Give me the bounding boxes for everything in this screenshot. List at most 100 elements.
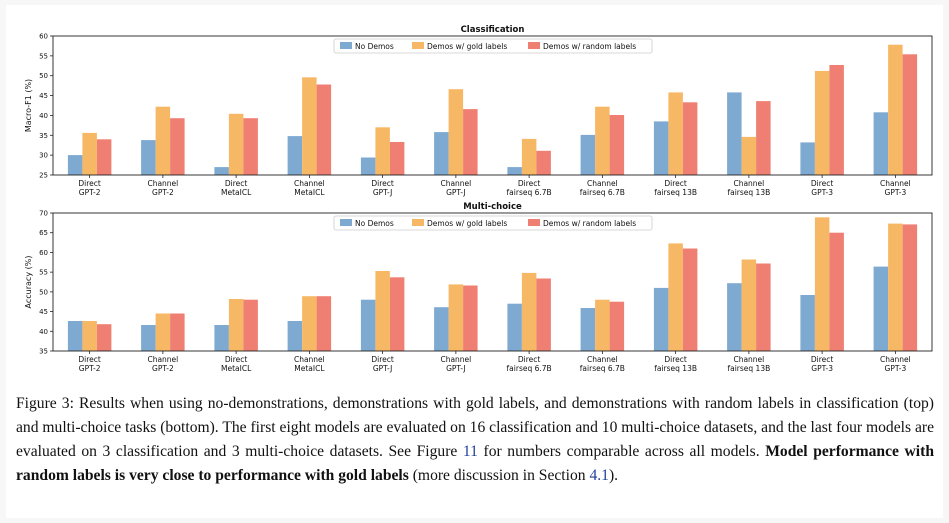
bar-0-s1-c10 xyxy=(814,70,830,175)
bar-0-s1-c3 xyxy=(302,77,317,175)
bar-0-s2-c0 xyxy=(96,139,112,175)
x-tick-label: Direct xyxy=(371,179,394,188)
x-tick-label: GPT-2 xyxy=(152,364,174,373)
caption-text-2: for numbers comparable across all models… xyxy=(477,443,766,460)
y-tick-label: 60 xyxy=(39,33,48,41)
x-tick-label: MetaICL xyxy=(221,188,252,197)
bar-0-s2-c7 xyxy=(609,115,625,175)
legend-entry: No Demos xyxy=(355,219,394,228)
plot-frame xyxy=(52,212,933,352)
y-tick-label: 60 xyxy=(39,249,48,257)
x-tick-label: fairseq 6.7B xyxy=(580,364,625,373)
bar-0-s2-c11 xyxy=(902,54,918,175)
bar-0-s2-c1 xyxy=(170,118,185,175)
bar-0-s1-c0 xyxy=(82,132,97,175)
x-tick-label: fairseq 13B xyxy=(727,188,770,197)
bar-0-s0-c11 xyxy=(873,112,889,175)
chart-title: Multi-choice xyxy=(463,202,522,212)
bar-1-s0-c6 xyxy=(507,303,522,351)
section-ref-link[interactable]: 4.1 xyxy=(589,467,609,484)
legend-swatch xyxy=(412,219,424,226)
bar-0-s1-c4 xyxy=(375,127,390,175)
bar-0-s0-c3 xyxy=(287,136,303,175)
y-axis-label: Accuracy (%) xyxy=(24,256,33,309)
bar-1-s1-c9 xyxy=(741,259,757,351)
bar-1-s1-c0 xyxy=(82,321,97,351)
caption-text-3: (more discussion in Section xyxy=(408,467,590,484)
bar-0-s1-c1 xyxy=(155,106,171,175)
x-tick-label: fairseq 6.7B xyxy=(580,188,625,197)
y-tick-label: 50 xyxy=(39,288,48,296)
x-tick-label: Channel xyxy=(587,179,618,188)
bar-0-s2-c3 xyxy=(316,84,332,175)
y-tick-label: 40 xyxy=(39,112,48,120)
x-tick-label: Channel xyxy=(880,179,911,188)
bar-0-s0-c4 xyxy=(360,157,376,175)
x-tick-label: fairseq 13B xyxy=(654,188,697,197)
x-tick-label: Channel xyxy=(147,355,178,364)
caption-bold-text: Model performance with random labels is … xyxy=(16,443,934,484)
bar-1-s2-c4 xyxy=(389,277,405,351)
x-tick-label: Direct xyxy=(78,179,101,188)
bar-1-s0-c4 xyxy=(360,299,376,351)
y-tick-label: 50 xyxy=(39,72,48,80)
legend: No Demos Demos w/ gold labels Demos w/ ran… xyxy=(333,215,653,231)
bar-1-s2-c9 xyxy=(756,263,771,351)
bar-1-s0-c2 xyxy=(214,325,229,351)
x-tick-label: GPT-J xyxy=(446,188,466,197)
bar-0-s2-c8 xyxy=(682,102,698,175)
bar-0-s1-c7 xyxy=(595,106,610,175)
x-tick-label: GPT-2 xyxy=(79,188,101,197)
caption-text-1: Figure 3: Results when using no-demonstr… xyxy=(16,395,934,460)
bar-0-s1-c6 xyxy=(521,138,537,175)
y-tick-label: 30 xyxy=(39,152,48,160)
bar-0-s0-c6 xyxy=(507,167,522,175)
bar-0-s1-c2 xyxy=(228,113,244,175)
bar-1-s2-c2 xyxy=(243,299,258,351)
x-tick-label: Direct xyxy=(664,355,687,364)
x-tick-label: GPT-J xyxy=(373,188,393,197)
bar-1-s2-c7 xyxy=(609,301,625,351)
x-tick-label: GPT-2 xyxy=(79,364,101,373)
bar-0-s2-c6 xyxy=(536,150,551,175)
bar-1-s1-c10 xyxy=(814,217,830,351)
x-tick-label: Channel xyxy=(294,179,325,188)
bar-0-s1-c9 xyxy=(741,136,757,175)
x-tick-label: GPT-3 xyxy=(811,364,833,373)
bar-0-s2-c2 xyxy=(243,118,258,175)
bar-0-s2-c4 xyxy=(389,142,405,175)
x-tick-label: GPT-J xyxy=(373,364,393,373)
x-tick-label: Direct xyxy=(518,179,541,188)
x-tick-label: GPT-3 xyxy=(885,364,907,373)
caption-text-4: ). xyxy=(608,467,619,484)
y-tick-label: 40 xyxy=(39,328,48,336)
figure-page: 25 30 35 40 45 50 55 60 Macro-F1 (%) Direct GPT-2 C… xyxy=(6,5,943,518)
bar-1-s1-c1 xyxy=(155,313,171,351)
legend-swatch xyxy=(340,42,352,49)
x-tick-label: Direct xyxy=(225,179,248,188)
bar-1-s0-c10 xyxy=(800,295,815,351)
y-tick-label: 70 xyxy=(39,210,48,218)
bar-0-s1-c11 xyxy=(888,44,903,176)
figure-ref-link[interactable]: 11 xyxy=(462,443,478,460)
legend-entry: Demos w/ gold labels xyxy=(427,42,507,51)
bar-1-s1-c6 xyxy=(521,272,537,351)
bar-0-s0-c9 xyxy=(727,92,742,175)
y-tick-label: 45 xyxy=(39,92,48,100)
bar-1-s1-c3 xyxy=(302,296,317,351)
legend-swatch xyxy=(528,219,540,226)
legend-swatch xyxy=(340,219,352,226)
y-tick-label: 35 xyxy=(39,348,48,356)
bar-1-s0-c7 xyxy=(580,308,596,351)
figure-caption: Figure 3: Results when using no-demonstr… xyxy=(16,392,934,488)
x-tick-label: Channel xyxy=(733,179,764,188)
bar-0-s0-c0 xyxy=(67,155,83,175)
bar-0-s0-c5 xyxy=(434,132,449,175)
x-tick-label: Channel xyxy=(587,355,618,364)
bar-1-s2-c5 xyxy=(463,285,478,351)
y-tick-label: 35 xyxy=(39,132,48,140)
bar-0-s0-c10 xyxy=(800,142,815,175)
bar-1-s0-c8 xyxy=(653,287,669,351)
